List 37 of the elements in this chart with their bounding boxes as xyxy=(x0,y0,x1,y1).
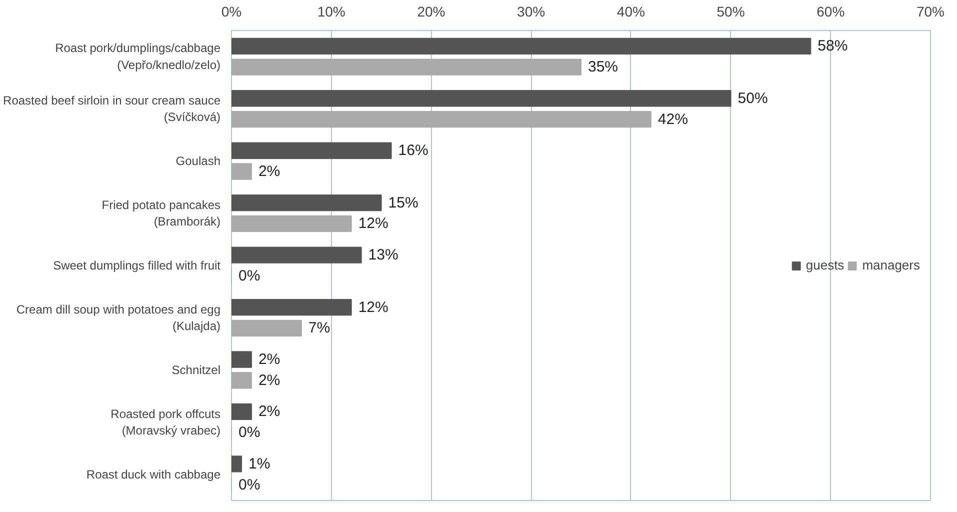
y-tick-label: Roasted pork offcuts (Moravský vrabec) xyxy=(110,406,221,438)
y-tick-label: Cream dill soup with potatoes and egg (Kulajda) xyxy=(16,302,221,334)
x-tick-label: 70% xyxy=(916,4,945,20)
data-label: 12% xyxy=(358,215,388,232)
x-tick-label: 10% xyxy=(317,4,346,20)
data-label: 15% xyxy=(388,194,418,212)
legend-label: managers xyxy=(862,258,920,272)
data-label: 0% xyxy=(238,267,260,284)
data-label: 1% xyxy=(248,455,270,472)
x-tick-label: 40% xyxy=(616,4,645,20)
x-tick-label: 50% xyxy=(716,4,745,20)
y-tick-label: Fried potato pancakes (Bramborák) xyxy=(102,198,221,229)
data-label: 2% xyxy=(258,372,280,389)
y-tick-label: Sweet dumplings filled with fruit xyxy=(53,258,222,272)
y-tick-label: Roasted beef sirloin in sour cream sauce (Svíčková) xyxy=(3,93,221,124)
data-label: 58% xyxy=(818,38,848,55)
y-tick-label: Roast pork/dumplings/cabbage (Vepřo/knedlo/zelo) xyxy=(55,41,221,72)
data-label: 2% xyxy=(258,403,280,420)
y-tick-label: Goulash xyxy=(176,154,221,168)
data-label: 16% xyxy=(398,142,428,160)
data-label: 50% xyxy=(738,90,768,107)
data-label: 42% xyxy=(658,110,688,128)
y-tick-label: Schnitzel xyxy=(172,362,221,377)
data-label: 35% xyxy=(588,58,618,76)
data-label: 2% xyxy=(258,351,280,368)
x-tick-label: 20% xyxy=(417,4,446,20)
x-tick-label: 30% xyxy=(517,4,546,20)
data-label: 0% xyxy=(238,476,260,494)
x-tick-label: 60% xyxy=(816,4,845,20)
legend-label: guests xyxy=(806,258,844,272)
data-label: 2% xyxy=(258,163,280,180)
data-label: 12% xyxy=(358,298,388,316)
y-tick-label: Roast duck with cabbage xyxy=(86,467,221,482)
data-label: 7% xyxy=(308,320,330,337)
data-label: 13% xyxy=(368,246,398,264)
data-label: 0% xyxy=(238,424,260,442)
x-tick-label: 0% xyxy=(221,4,242,20)
